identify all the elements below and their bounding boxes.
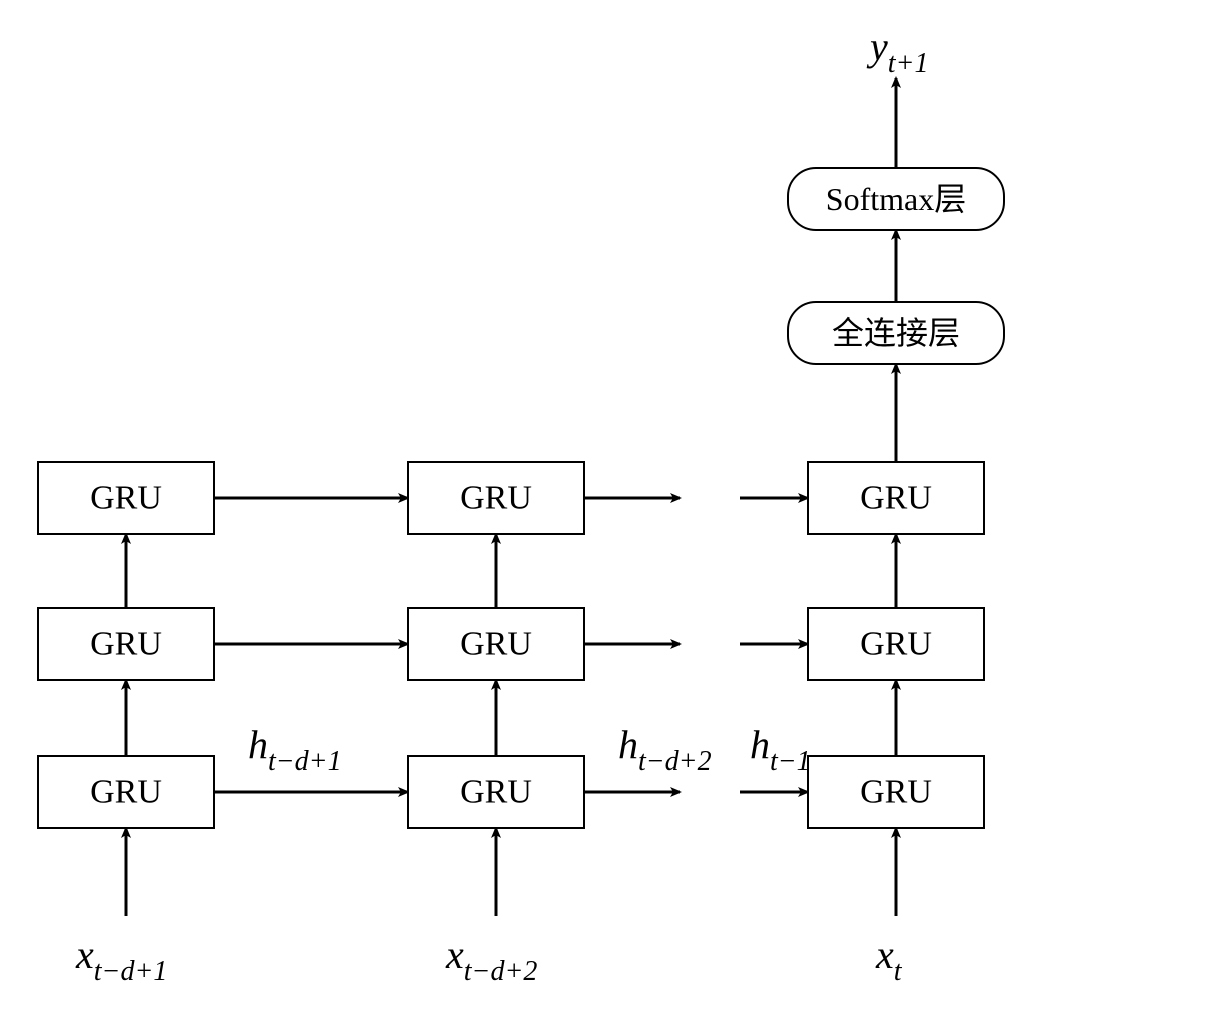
math-input3: xt bbox=[875, 932, 903, 987]
math-h3: ht−1 bbox=[750, 722, 811, 777]
softmax-label: Softmax层 bbox=[826, 181, 966, 217]
math-h1: ht−d+1 bbox=[248, 722, 342, 777]
math-output: yt+1 bbox=[866, 24, 928, 79]
gru_c1_top-label: GRU bbox=[90, 480, 162, 517]
math-input1: xt−d+1 bbox=[75, 932, 167, 987]
gru_c3_top-label: GRU bbox=[860, 480, 932, 517]
math-h2: ht−d+2 bbox=[618, 722, 712, 777]
gru_c3_mid: GRU bbox=[808, 608, 984, 680]
gru_c3_bot: GRU bbox=[808, 756, 984, 828]
math-input2: xt−d+2 bbox=[445, 932, 537, 987]
gru_c2_top-label: GRU bbox=[460, 480, 532, 517]
gru_c1_mid: GRU bbox=[38, 608, 214, 680]
gru_c2_bot: GRU bbox=[408, 756, 584, 828]
gru_c1_bot: GRU bbox=[38, 756, 214, 828]
gru_c2_mid: GRU bbox=[408, 608, 584, 680]
gru_c3_mid-label: GRU bbox=[860, 626, 932, 663]
fc-label: 全连接层 bbox=[832, 315, 960, 351]
gru_c1_bot-label: GRU bbox=[90, 774, 162, 811]
gru_c3_bot-label: GRU bbox=[860, 774, 932, 811]
gru_c3_top: GRU bbox=[808, 462, 984, 534]
gru_c2_top: GRU bbox=[408, 462, 584, 534]
gru_c1_mid-label: GRU bbox=[90, 626, 162, 663]
gru_c1_top: GRU bbox=[38, 462, 214, 534]
fc: 全连接层 bbox=[788, 302, 1004, 364]
gru_c2_bot-label: GRU bbox=[460, 774, 532, 811]
softmax: Softmax层 bbox=[788, 168, 1004, 230]
gru-network-diagram: GRUGRUGRUGRUGRUGRUGRUGRUGRU全连接层Softmax层 … bbox=[0, 0, 1205, 1015]
nodes-group: GRU GRU GRU GRU GRU GRU GRU GRU GRU 全连接层 Softmax层 bbox=[38, 168, 1004, 828]
gru_c2_mid-label: GRU bbox=[460, 626, 532, 663]
